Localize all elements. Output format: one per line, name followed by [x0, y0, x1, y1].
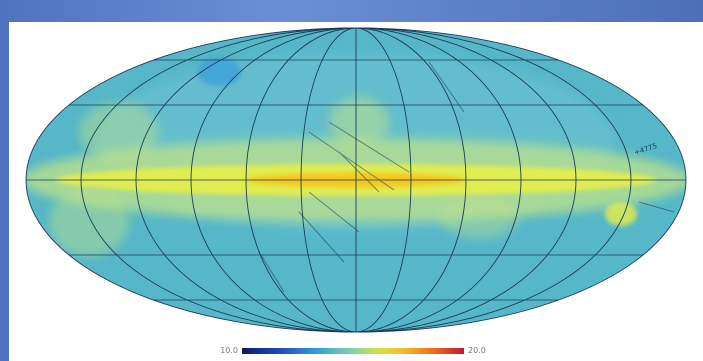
graticule-meridians: [25, 27, 687, 333]
colorbar-max-label: 20.0: [468, 346, 486, 355]
left-lower-lobe: [49, 187, 129, 257]
colorbar-min-label: 10.0: [220, 346, 238, 355]
cold-spot: [197, 58, 241, 86]
right-mid-lobe: [439, 195, 519, 239]
colorbar-gradient: [242, 348, 464, 354]
north-spur: [329, 97, 389, 147]
left-lobe: [79, 102, 159, 162]
all-sky-map: +4775: [25, 27, 687, 333]
colorbar: 10.0 20.0: [200, 344, 510, 358]
right-lobe: [605, 202, 637, 226]
